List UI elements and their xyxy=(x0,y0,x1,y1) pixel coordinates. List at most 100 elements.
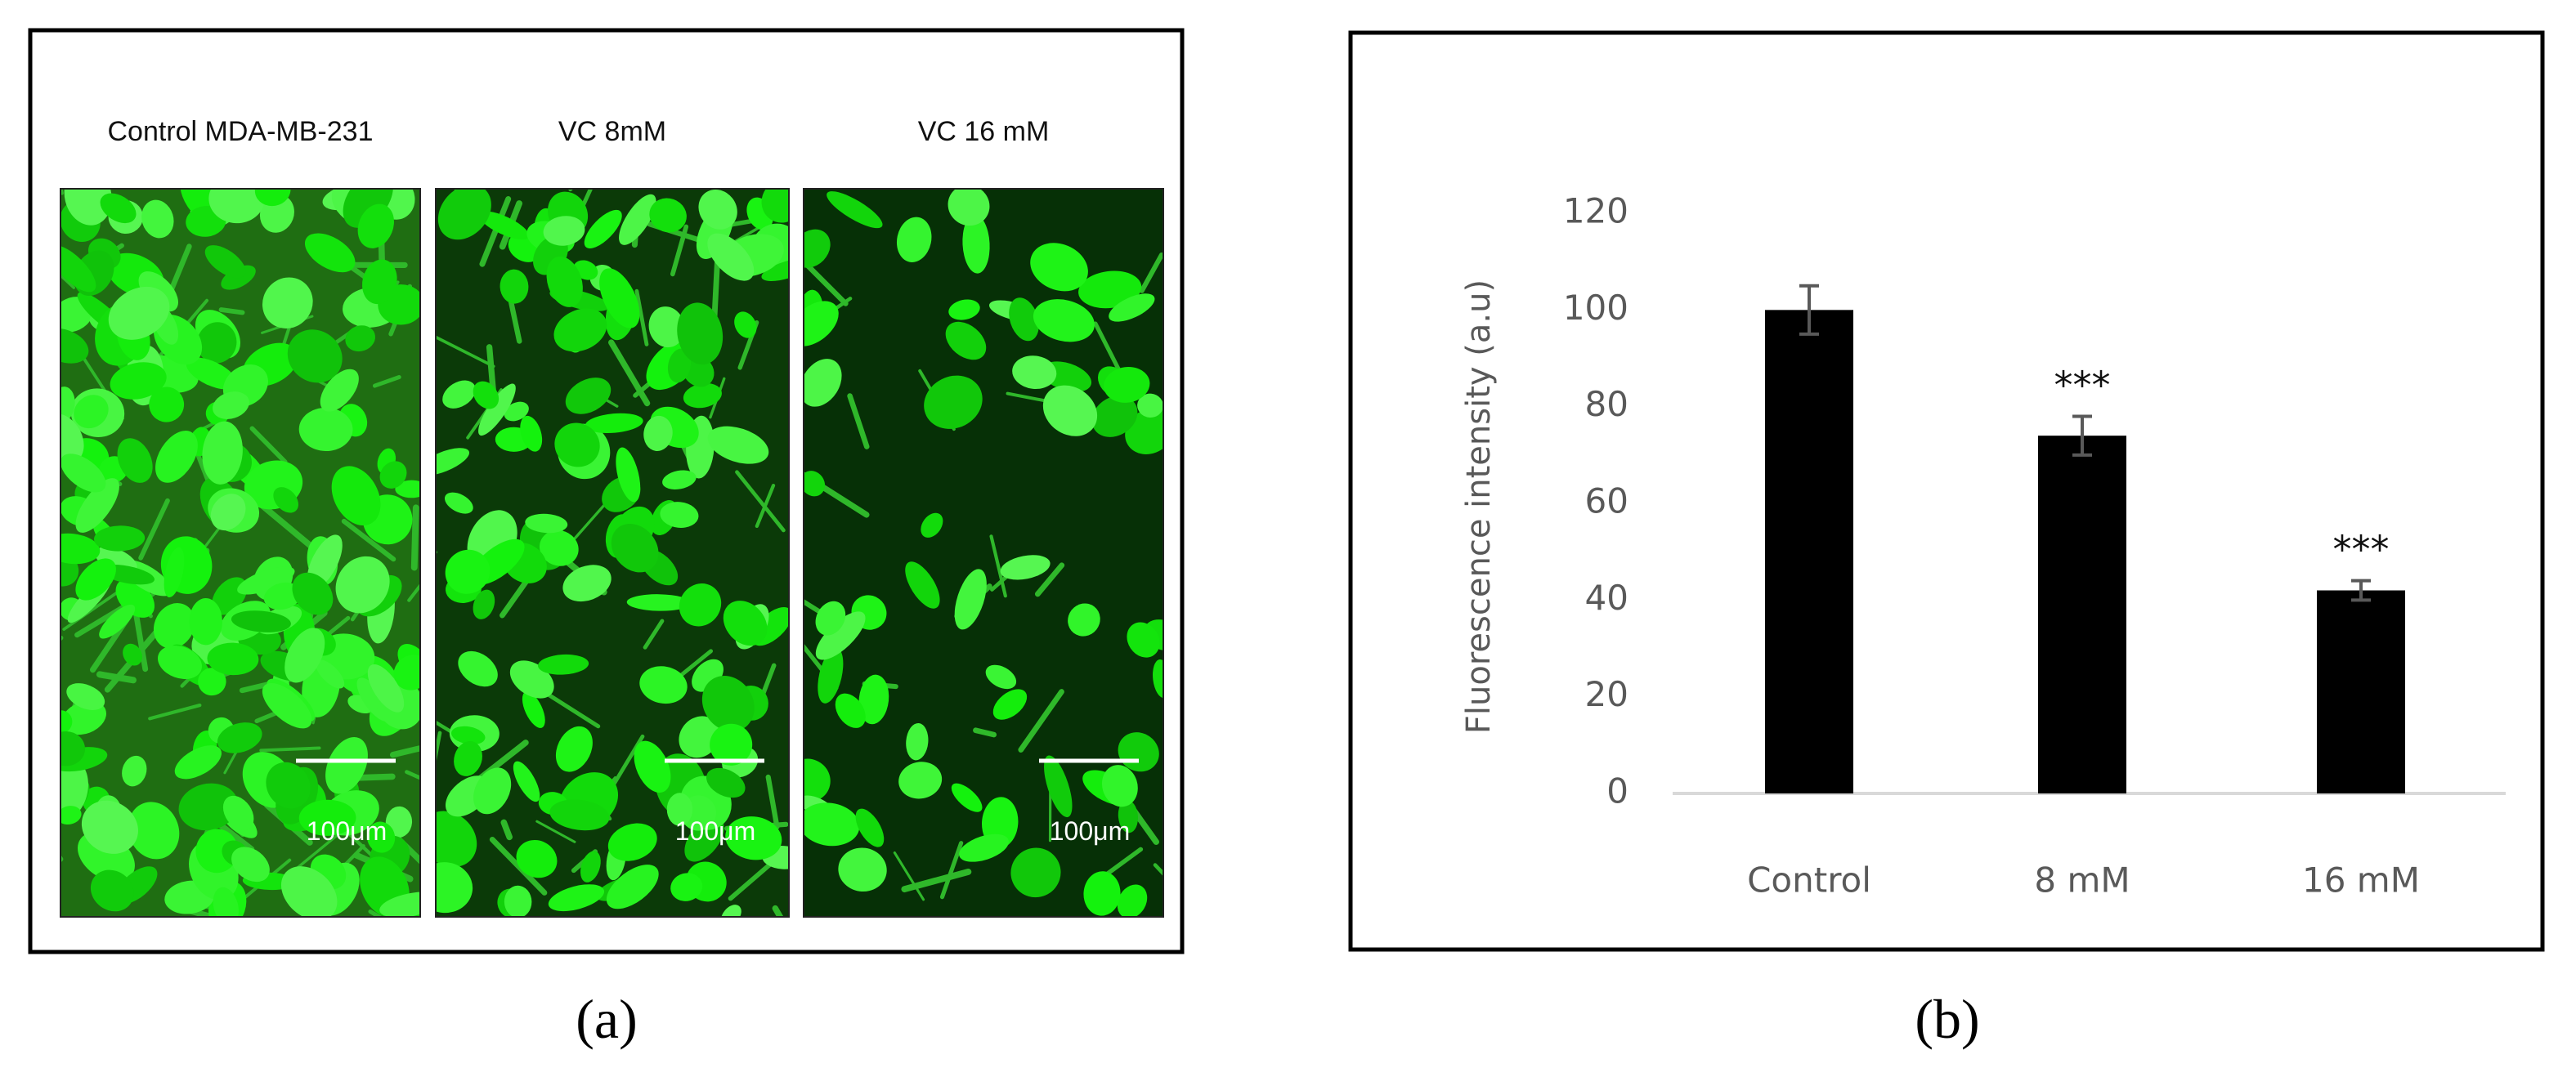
cell xyxy=(725,816,782,860)
cell xyxy=(1083,871,1121,916)
cell xyxy=(683,382,722,409)
cell xyxy=(60,731,86,766)
cell xyxy=(580,851,601,883)
cell xyxy=(436,811,477,868)
cell xyxy=(634,740,671,793)
y-tick-label: 80 xyxy=(1585,384,1628,424)
cell xyxy=(231,847,270,883)
cell-process xyxy=(500,819,513,841)
cell xyxy=(473,589,495,619)
cell-process xyxy=(62,587,124,631)
cell xyxy=(478,211,530,240)
cell xyxy=(202,421,243,485)
cell xyxy=(292,572,334,615)
micrograph-content xyxy=(436,189,789,917)
scale-bar-label: 100μm xyxy=(675,816,755,846)
cell-process xyxy=(735,470,786,533)
cell xyxy=(436,862,473,914)
cell-process xyxy=(608,339,651,407)
cell xyxy=(331,466,381,526)
cell xyxy=(948,299,980,320)
cell xyxy=(649,198,687,233)
cell xyxy=(367,664,405,713)
cell xyxy=(1012,355,1057,390)
cell xyxy=(207,642,259,676)
cell xyxy=(648,306,685,348)
cell xyxy=(548,884,605,912)
cell-process xyxy=(410,504,419,571)
cell-process xyxy=(643,619,665,650)
cell xyxy=(164,547,185,598)
cell xyxy=(804,471,826,497)
cell-process xyxy=(772,905,784,917)
cell xyxy=(804,301,839,346)
cell xyxy=(611,523,659,573)
cell xyxy=(357,203,394,248)
cell xyxy=(442,380,476,409)
x-tick-label: 8 mM xyxy=(2034,860,2130,900)
cell xyxy=(473,381,500,409)
bar xyxy=(2038,436,2126,793)
micrograph xyxy=(435,188,790,918)
cell xyxy=(345,325,376,352)
cell-process xyxy=(383,189,393,191)
cell-process xyxy=(1139,252,1163,293)
cell xyxy=(626,594,692,611)
cell-process xyxy=(479,196,512,267)
y-tick-label: 120 xyxy=(1563,191,1628,231)
cell xyxy=(905,561,940,609)
cell-process xyxy=(405,770,420,780)
cell xyxy=(128,802,180,860)
cell xyxy=(458,650,498,687)
cell-process xyxy=(218,307,245,315)
panel-a-frame xyxy=(28,28,1185,954)
y-tick-label: 60 xyxy=(1585,481,1628,521)
cell xyxy=(208,189,265,224)
cell-process xyxy=(407,583,420,602)
cell xyxy=(254,189,291,207)
cell xyxy=(855,808,885,847)
image-label: Control MDA-MB-231 xyxy=(108,116,374,147)
cell xyxy=(1068,603,1100,637)
cell xyxy=(122,755,147,787)
cell xyxy=(606,865,659,909)
cell xyxy=(504,401,529,422)
cell xyxy=(954,569,987,630)
y-axis-label: Fluorescence intensity (a.u) xyxy=(1460,279,1498,734)
cell xyxy=(231,610,291,632)
cell-process xyxy=(60,189,64,195)
cell xyxy=(992,689,1028,720)
micrograph-border xyxy=(803,188,1164,918)
significance-label: *** xyxy=(2054,364,2111,408)
bar xyxy=(2317,590,2405,793)
cell xyxy=(667,348,692,383)
cell xyxy=(898,762,943,799)
error-bar xyxy=(1799,284,1819,336)
cell xyxy=(99,604,136,639)
cell xyxy=(222,795,254,831)
cell xyxy=(1104,366,1150,403)
cell xyxy=(273,487,299,513)
cell xyxy=(60,413,84,465)
cell xyxy=(543,216,585,246)
cell xyxy=(761,258,789,281)
cell xyxy=(94,525,146,552)
cell-process xyxy=(755,483,776,529)
cell xyxy=(513,761,540,802)
cell xyxy=(670,873,703,901)
cell xyxy=(210,494,246,531)
caption-a: (a) xyxy=(576,988,637,1050)
cell-process xyxy=(989,534,1007,598)
cell-process xyxy=(847,393,870,449)
cell xyxy=(335,556,390,614)
cell xyxy=(287,329,343,383)
cell xyxy=(698,189,737,230)
cell-process xyxy=(132,610,149,673)
micrograph xyxy=(60,188,421,918)
cell xyxy=(1117,884,1148,917)
cell xyxy=(262,683,312,729)
micrograph-content xyxy=(60,189,420,917)
cell xyxy=(454,741,482,776)
cell xyxy=(701,676,755,732)
